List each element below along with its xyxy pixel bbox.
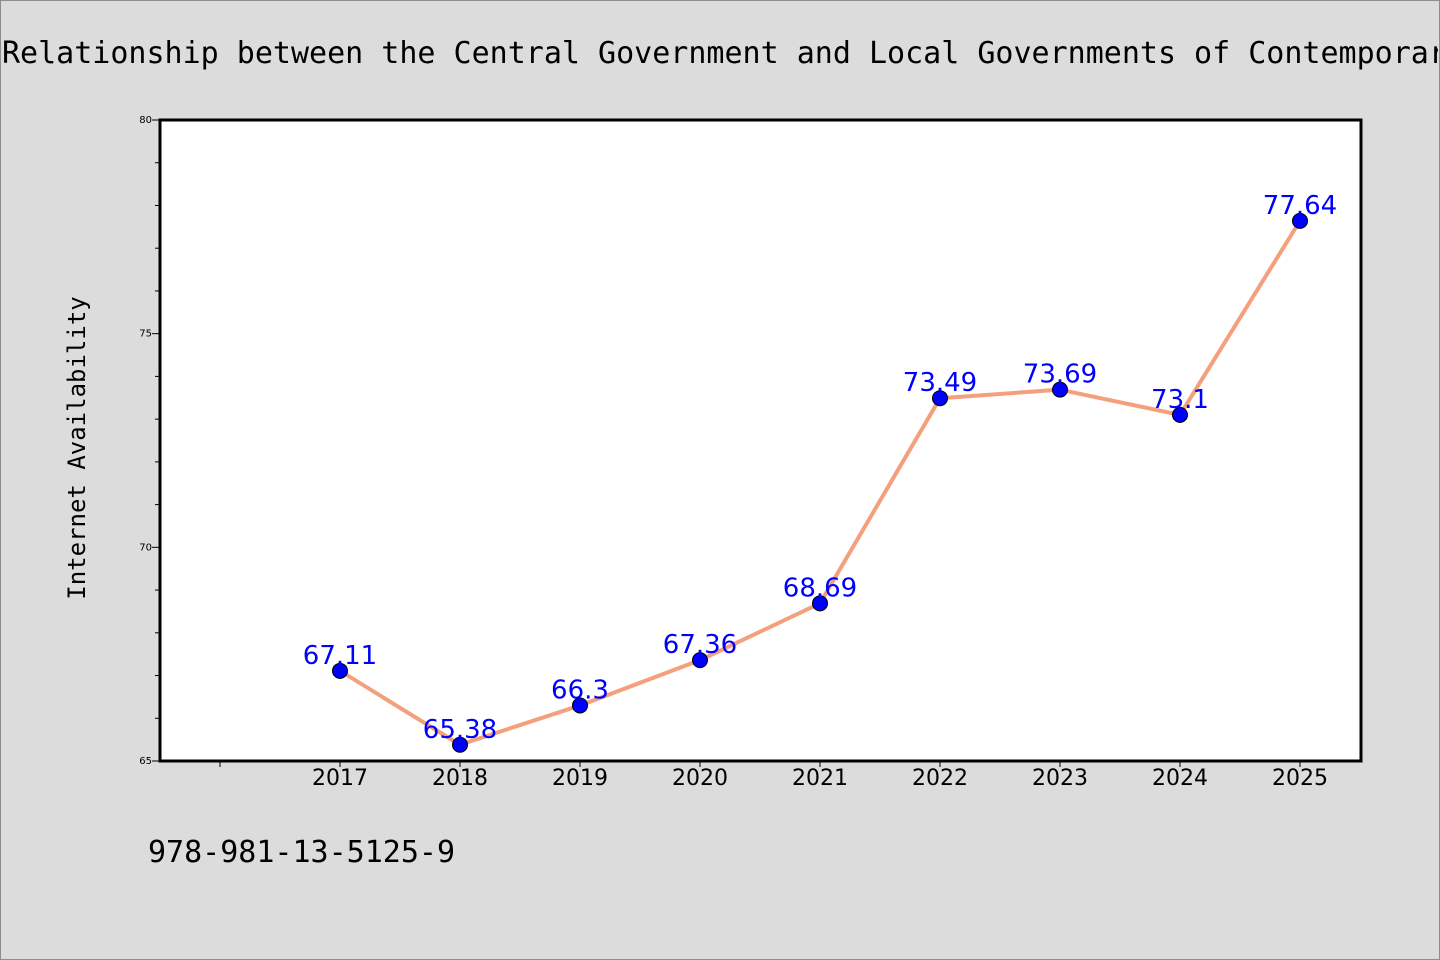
y-tick-label: 80 [139,115,152,126]
x-tick-label: 2021 [792,766,848,791]
x-tick-label: 2020 [672,766,728,791]
y-tick-label: 65 [139,756,152,767]
data-label: 67.11 [303,641,377,671]
data-point [812,595,828,612]
data-label: 73.1 [1151,385,1209,415]
data-point [932,390,948,407]
x-axis: 2017 2018 2019 2020 2021 2022 2023 2024 2025 [219,761,1328,791]
data-point [692,652,708,669]
data-label: 68.69 [783,573,857,603]
chart-title: Relationship between the Central Governm… [2,36,1438,71]
x-tick-label: 2023 [1032,766,1088,791]
data-point [572,697,588,714]
x-tick-label: 2025 [1272,766,1328,791]
x-tick-label: 2017 [312,766,368,791]
data-point [452,736,468,753]
x-tick-label: 2024 [1152,766,1208,791]
y-axis-label: Internet Availability [63,296,91,599]
data-label-layer: 67.11 65.38 66.3 67.36 68.69 73.49 73.69 73.1 77… [303,191,1337,745]
data-label: 73.49 [903,368,977,398]
y-tick-label: 70 [139,542,152,553]
data-label: 67.36 [663,630,737,660]
data-label: 66.3 [551,675,609,705]
data-point [332,662,348,679]
y-tick-label: 75 [139,329,152,340]
data-label: 77.64 [1263,191,1337,221]
x-tick-label: 2022 [912,766,968,791]
data-label: 73.69 [1023,360,1097,390]
data-point [1052,381,1068,398]
plot-area [158,118,1363,763]
series-layer [332,212,1308,753]
x-tick-label: 2018 [432,766,488,791]
isbn-text: 978-981-13-5125-9 [148,835,456,870]
data-point [1172,406,1188,423]
data-label: 65.38 [423,715,497,745]
y-axis: 65 70 75 80 [139,115,160,767]
data-point [1292,212,1308,229]
x-tick-label: 2019 [552,766,608,791]
